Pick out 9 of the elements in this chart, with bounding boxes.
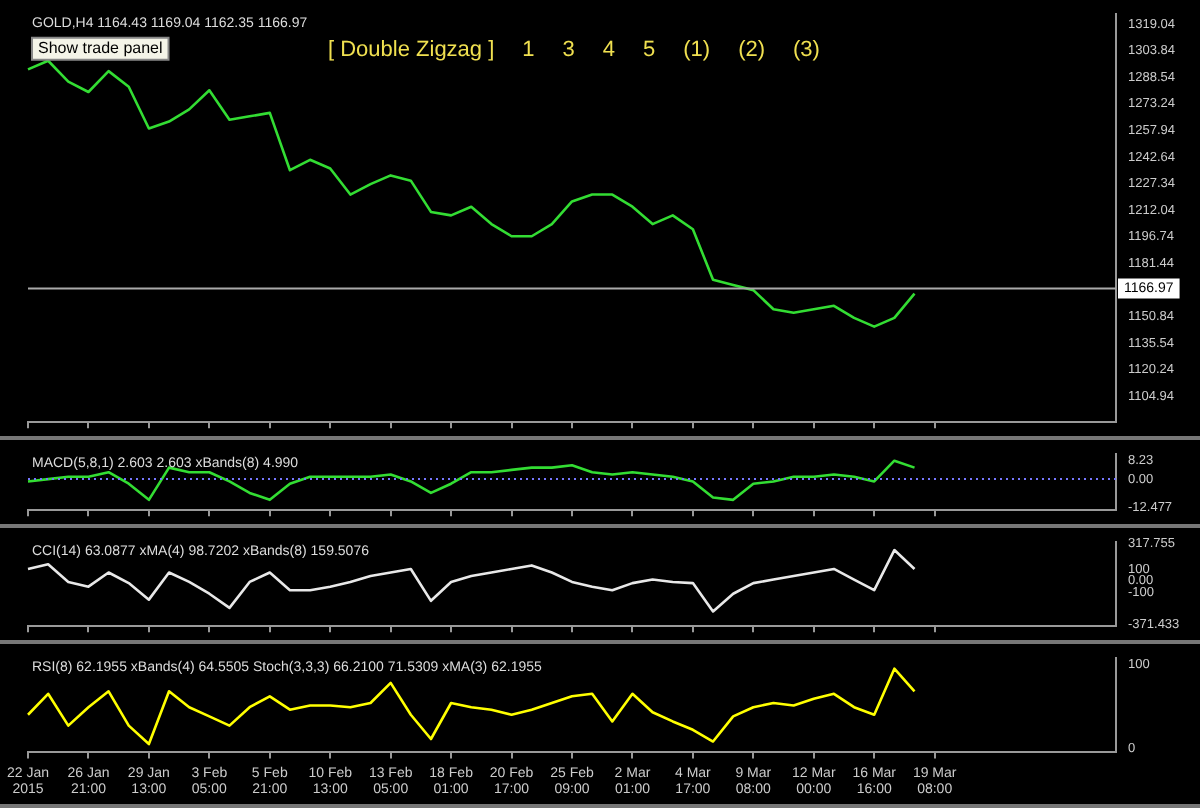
annotation: 1 [522,37,535,62]
annotation: 4 [602,37,616,62]
annotation: (2) [738,37,766,62]
annotation: (1) [683,37,711,62]
annotation: 3 [562,37,575,62]
annotation: [ Double Zigzag ] [328,37,495,62]
annotation: 5 [643,37,656,62]
annotation: Show trade panel [38,39,163,58]
annotation: (3) [793,37,820,62]
